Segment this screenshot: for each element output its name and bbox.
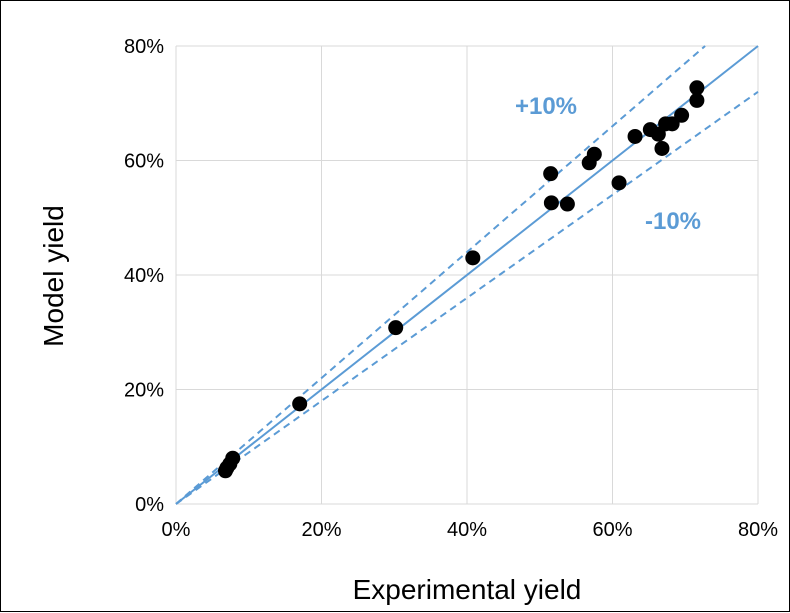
x-tick-label: 60% (592, 519, 632, 541)
y-tick-label: 40% (124, 265, 164, 287)
y-tick-label: 80% (124, 36, 164, 58)
x-tick-label: 20% (301, 519, 341, 541)
band-label-lower: -10% (645, 208, 701, 235)
data-point (543, 195, 559, 211)
data-point (559, 196, 575, 212)
y-axis-title: Model yield (38, 205, 69, 347)
x-tick-label: 0% (162, 519, 191, 541)
x-axis-title: Experimental yield (353, 574, 582, 605)
data-point (689, 92, 705, 108)
data-point (689, 80, 705, 96)
x-tick-label: 80% (738, 519, 778, 541)
data-point (388, 320, 404, 336)
data-point (611, 175, 627, 191)
band-label-upper: +10% (515, 93, 577, 120)
tick-labels: 0% 20% 40% 60% 80% 0% 20% 40% 60% 80% (124, 36, 778, 541)
data-point (654, 140, 670, 156)
x-tick-label: 40% (447, 519, 487, 541)
y-tick-label: 60% (124, 151, 164, 173)
data-point (465, 250, 481, 266)
data-point (674, 107, 690, 123)
y-tick-label: 20% (124, 380, 164, 402)
reference-line-upper (175, 45, 706, 505)
reference-line-lower (175, 90, 759, 505)
data-point (543, 166, 559, 182)
data-point (292, 396, 308, 412)
data-point (225, 450, 241, 466)
y-tick-label: 0% (135, 494, 164, 516)
data-point (627, 128, 643, 144)
data-points (217, 80, 705, 479)
data-point (586, 146, 602, 162)
